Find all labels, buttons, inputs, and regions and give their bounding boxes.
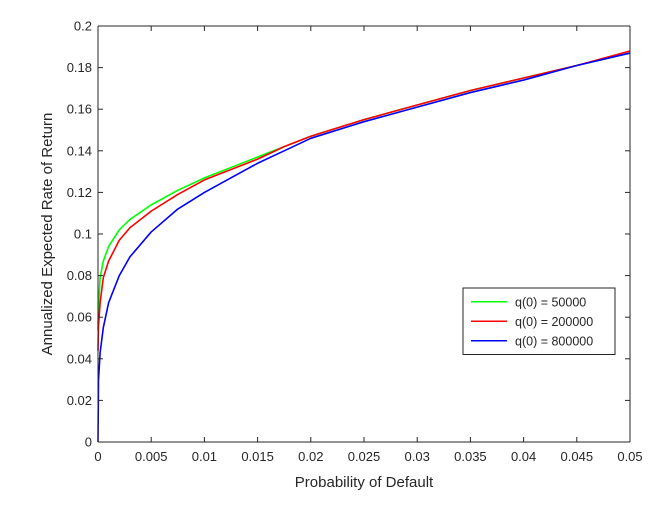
legend-label: q(0) = 200000 bbox=[515, 315, 593, 329]
y-tick-label: 0.12 bbox=[67, 185, 92, 200]
axes-layer: 0 0.005 0.01 0.015 0.02 0.025 0.03 0.035 0.04 0.0… bbox=[67, 19, 643, 465]
plot-background bbox=[98, 26, 630, 442]
series-layer bbox=[97, 50, 631, 443]
x-tick-label: 0.04 bbox=[511, 449, 536, 464]
y-tick-label: 0.08 bbox=[67, 268, 92, 283]
plot-area bbox=[98, 26, 630, 442]
y-tick-label: 0.04 bbox=[67, 351, 92, 366]
y-tick-label: 0.18 bbox=[67, 60, 92, 75]
y-tick-label: 0.1 bbox=[74, 227, 92, 242]
x-axis-title: Probability of Default bbox=[295, 474, 434, 491]
series-line-2 bbox=[97, 50, 631, 351]
x-tick-label: 0.01 bbox=[192, 449, 217, 464]
legend-label: q(0) = 800000 bbox=[515, 334, 593, 348]
y-tick-label: 0.16 bbox=[67, 102, 92, 117]
x-tick-label: 0.015 bbox=[241, 449, 274, 464]
x-tick-label: 0.05 bbox=[617, 449, 642, 464]
x-tick-label: 0.025 bbox=[348, 449, 381, 464]
y-tick-label: 0.2 bbox=[74, 19, 92, 34]
x-tick-label: 0.045 bbox=[561, 449, 594, 464]
x-tick-label: 0.03 bbox=[405, 449, 430, 464]
series-line-3 bbox=[97, 52, 631, 443]
y-axis-title: Annualized Expected Rate of Return bbox=[39, 113, 56, 356]
x-tick-label: 0.02 bbox=[298, 449, 323, 464]
y-tick-label: 0.06 bbox=[67, 310, 92, 325]
y-tick-label: 0.14 bbox=[67, 143, 92, 158]
y-tick-label: 0 bbox=[85, 435, 92, 450]
y-tick-label: 0.02 bbox=[67, 393, 92, 408]
x-tick-label: 0 bbox=[94, 449, 101, 464]
legend: q(0) = 50000 q(0) = 200000 q(0) = 800000 bbox=[462, 287, 616, 355]
legend-label: q(0) = 50000 bbox=[515, 295, 586, 309]
x-tick-label: 0.005 bbox=[135, 449, 168, 464]
x-tick-label: 0.035 bbox=[454, 449, 487, 464]
